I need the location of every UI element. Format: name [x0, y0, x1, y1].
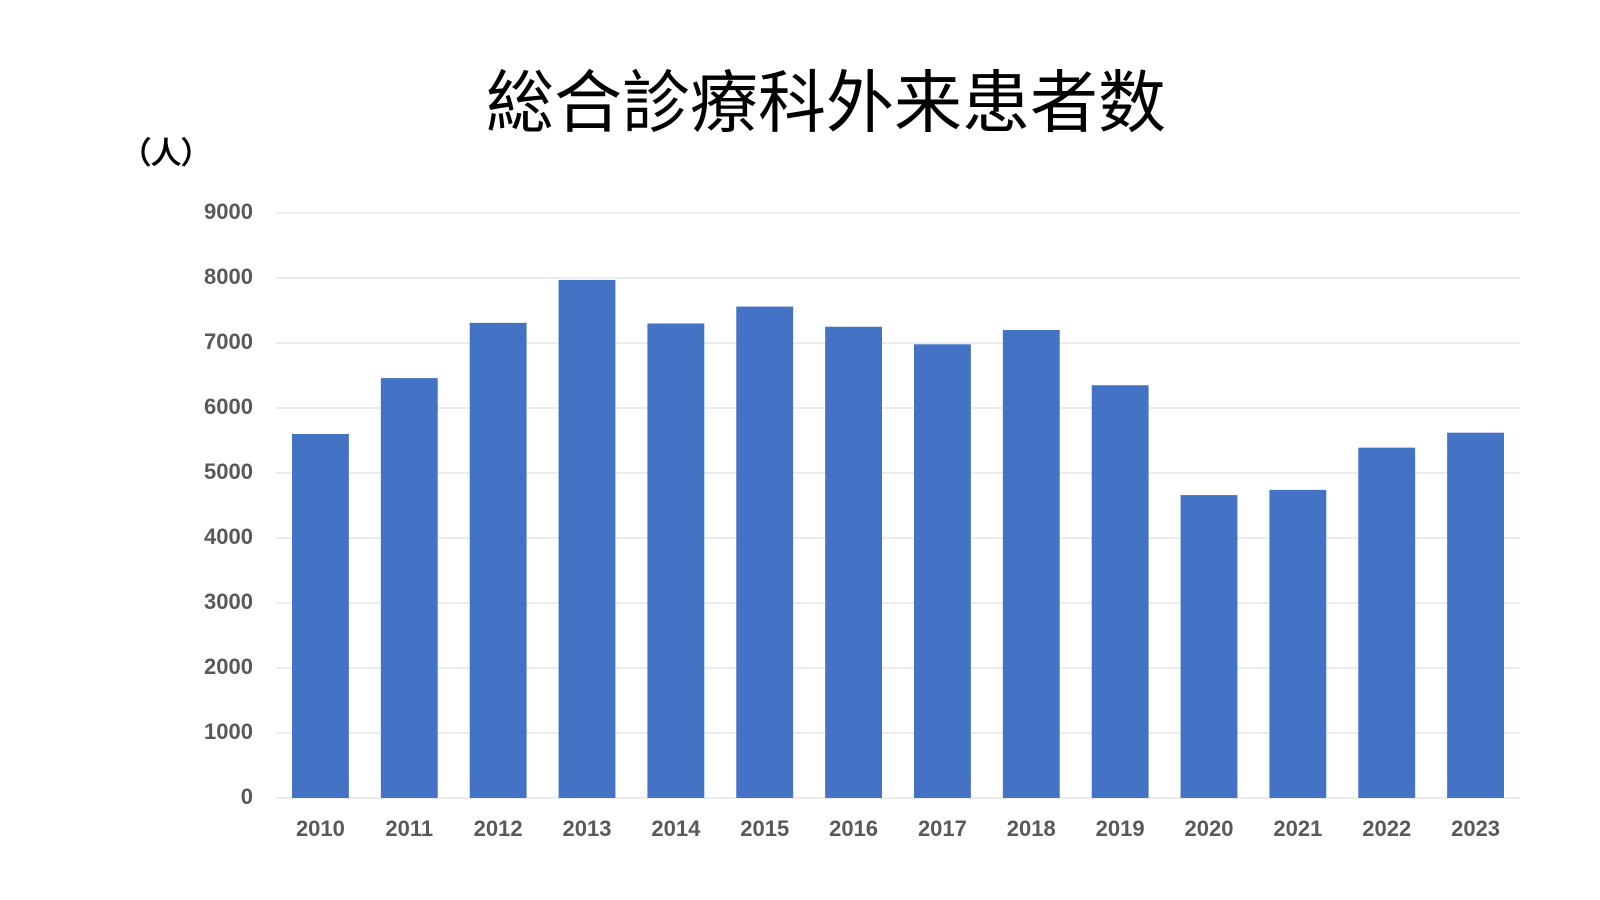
x-tick-label: 2018: [1007, 816, 1056, 841]
y-tick-label: 2000: [204, 654, 253, 679]
bar: [913, 344, 971, 798]
x-tick-label: 2019: [1096, 816, 1145, 841]
x-tick-label: 2012: [474, 816, 523, 841]
x-tick-label: 2021: [1273, 816, 1322, 841]
chart-title: 総合診療科外来患者数: [486, 65, 1166, 144]
y-tick-label: 9000: [204, 199, 253, 224]
y-tick-label: 5000: [204, 459, 253, 484]
y-tick-label: 6000: [204, 394, 253, 419]
x-tick-label: 2016: [829, 816, 878, 841]
bar: [558, 279, 616, 798]
y-axis-label: （人）: [121, 137, 211, 172]
bar: [1269, 489, 1327, 798]
bar: [469, 322, 527, 798]
bar: [1447, 432, 1505, 798]
y-tick-label: 4000: [204, 524, 253, 549]
bar: [291, 434, 349, 798]
y-tick-label: 7000: [204, 329, 253, 354]
x-tick-label: 2014: [651, 816, 701, 841]
x-tick-label: 2017: [918, 816, 967, 841]
x-tick-label: 2013: [563, 816, 612, 841]
y-tick-label: 8000: [204, 264, 253, 289]
bar: [825, 326, 883, 798]
bar: [736, 306, 794, 798]
x-tick-label: 2023: [1451, 816, 1500, 841]
x-tick-label: 2020: [1185, 816, 1234, 841]
bar: [647, 323, 705, 798]
x-tick-label: 2011: [385, 816, 433, 841]
bar: [1180, 495, 1238, 798]
bar: [1358, 447, 1416, 798]
y-tick-label: 0: [241, 784, 253, 809]
y-tick-label: 1000: [204, 719, 253, 744]
x-tick-label: 2022: [1362, 816, 1411, 841]
bar: [380, 378, 438, 798]
x-tick-label: 2015: [740, 816, 789, 841]
bar: [1002, 330, 1060, 798]
x-tick-label: 2010: [296, 816, 345, 841]
y-tick-label: 3000: [204, 589, 253, 614]
bar: [1091, 385, 1149, 798]
